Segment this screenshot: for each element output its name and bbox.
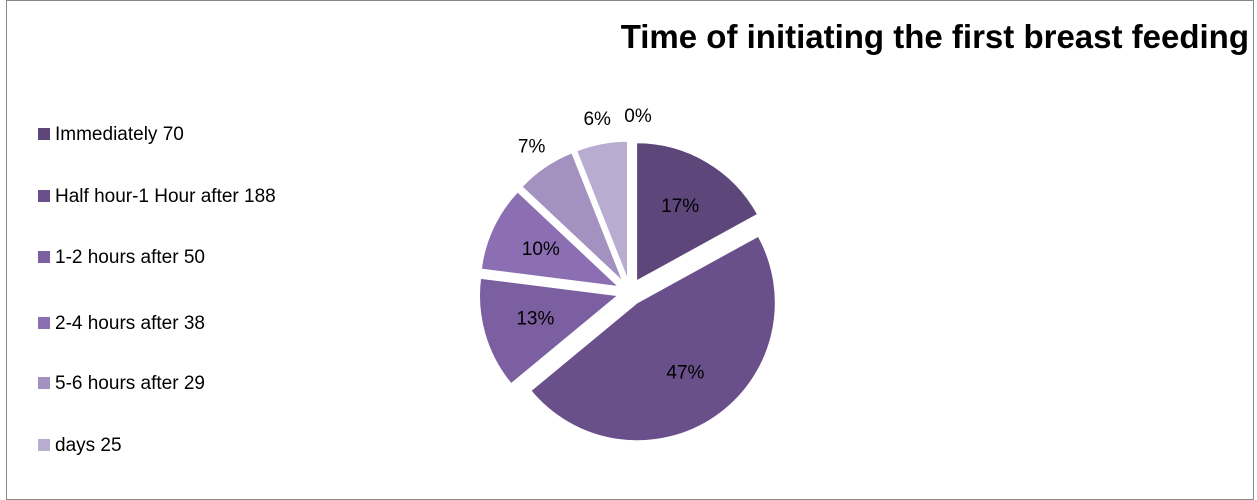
legend-swatch (38, 251, 50, 263)
pie-slice (636, 142, 759, 282)
pie-slice (530, 235, 776, 442)
pie-slice (521, 152, 624, 282)
legend-swatch (38, 190, 50, 202)
chart-title: Time of initiating the first breast feed… (620, 18, 1249, 55)
legend-item: 5-6 hours after 29 (38, 372, 300, 395)
pie-slice (576, 140, 629, 280)
page: Time of initiating the first breast feed… (6, 0, 1254, 500)
legend-swatch (38, 128, 50, 140)
data-label: 7% (518, 136, 546, 157)
data-label: 0% (624, 106, 652, 127)
legend-item: days 25 (38, 434, 300, 457)
data-label: 17% (661, 196, 699, 217)
legend-label: 2-4 hours after 38 (55, 313, 205, 334)
legend-label: Immediately 70 (55, 124, 184, 145)
legend-label: days 25 (55, 435, 122, 456)
pie-chart: 17% 47% 13% 10% 7% 6% 0% (479, 106, 776, 442)
data-label: 10% (522, 239, 560, 260)
legend-item: 2-4 hours after 38 (38, 312, 300, 335)
legend-item: Half hour-1 Hour after 188 (38, 185, 300, 208)
legend-swatch (38, 377, 50, 389)
legend-swatch (38, 317, 50, 329)
legend-label: 1-2 hours after 50 (55, 247, 205, 268)
data-label: 47% (666, 363, 704, 384)
data-label: 13% (516, 309, 554, 330)
legend-item: 1-2 hours after 50 (38, 246, 300, 269)
legend-item: Immediately 70 (38, 123, 300, 146)
pie-slice (480, 191, 620, 288)
legend-label: 5-6 hours after 29 (55, 373, 205, 394)
legend-swatch (38, 439, 50, 451)
pie-slice (479, 277, 619, 385)
data-label: 6% (583, 109, 611, 130)
legend-label: Half hour-1 Hour after 188 (55, 186, 276, 207)
